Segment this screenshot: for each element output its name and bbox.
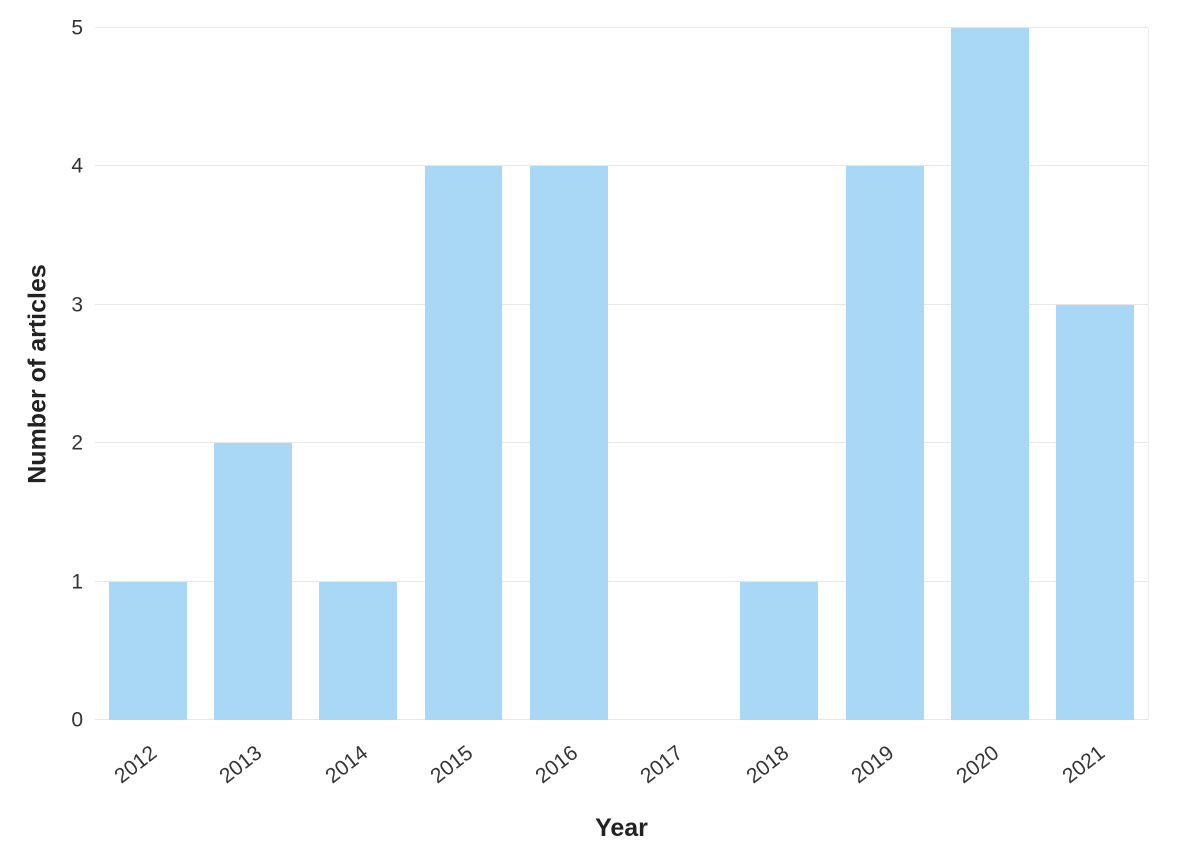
y-tick-label-0: 0 xyxy=(71,708,83,732)
x-tick-label-2017: 2017 xyxy=(636,741,688,789)
bar-slot-2019 xyxy=(832,28,937,720)
gridline-y-1 xyxy=(95,580,1148,582)
x-tick-label-2015: 2015 xyxy=(426,741,478,789)
x-tick-label-2020: 2020 xyxy=(952,741,1004,789)
y-tick-label-2: 2 xyxy=(71,431,83,455)
x-tick-label-2016: 2016 xyxy=(531,741,583,789)
bar-series xyxy=(95,28,1148,720)
y-axis-ticks: 0 1 2 3 4 5 xyxy=(0,18,83,731)
gridline-y-4 xyxy=(95,165,1148,167)
bar-slot-2014 xyxy=(306,28,411,720)
gridline-y-0 xyxy=(95,719,1148,720)
x-tick-label-2012: 2012 xyxy=(110,741,162,789)
gridline-y-3 xyxy=(95,303,1148,305)
bar-2020 xyxy=(951,28,1029,720)
x-tick-label-2013: 2013 xyxy=(215,741,267,789)
gridline-y-5 xyxy=(95,27,1148,28)
x-axis-ticks: 2012 2013 2014 2015 2016 2017 2018 2019 2020 2021 xyxy=(95,730,1148,792)
y-tick-label-1: 1 xyxy=(71,570,83,594)
bar-2013 xyxy=(213,443,292,720)
bar-slot-2017 xyxy=(621,28,726,720)
gridlines xyxy=(95,27,1148,720)
x-tick-label-2014: 2014 xyxy=(320,741,372,789)
y-tick-label-4: 4 xyxy=(71,154,83,178)
bar-2018 xyxy=(740,581,819,720)
y-tick-label-5: 5 xyxy=(71,16,83,40)
bar-slot-2018 xyxy=(727,28,832,720)
bar-slot-2013 xyxy=(200,28,305,720)
bar-2021 xyxy=(1056,304,1135,720)
bar-slot-2021 xyxy=(1043,28,1148,720)
x-tick-label-2018: 2018 xyxy=(742,741,793,789)
plot-area xyxy=(95,27,1149,720)
bar-slot-2012 xyxy=(95,28,200,720)
x-tick-label-2021: 2021 xyxy=(1057,741,1109,789)
bar-slot-2015 xyxy=(411,28,516,720)
gridline-y-2 xyxy=(95,442,1148,444)
x-tick-label-2019: 2019 xyxy=(847,741,899,789)
x-axis-title: Year xyxy=(595,814,648,842)
bar-2016 xyxy=(529,166,608,720)
bar-2019 xyxy=(845,166,924,720)
y-tick-label-3: 3 xyxy=(71,293,83,317)
bar-slot-2016 xyxy=(516,28,621,720)
bar-2014 xyxy=(319,581,398,720)
bar-slot-2020 xyxy=(937,28,1042,720)
bar-2015 xyxy=(424,166,503,720)
bar-2012 xyxy=(108,581,187,720)
